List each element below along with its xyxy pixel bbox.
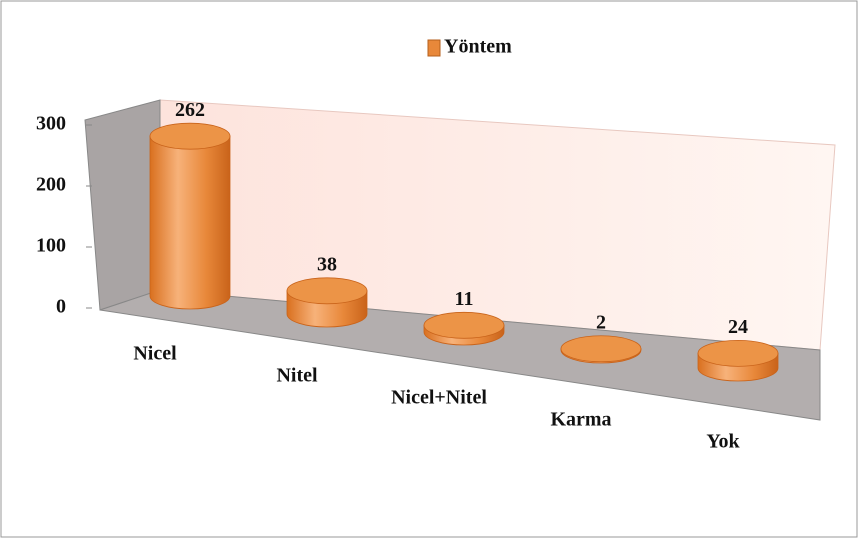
x-tick-label: Nitel [276, 365, 318, 387]
bar-top [697, 339, 779, 367]
bar [560, 335, 642, 364]
y-tick-label: 200 [36, 174, 66, 196]
x-tick-label: Nicel+Nitel [391, 387, 487, 409]
x-tick-label: Karma [550, 409, 611, 431]
y-tick-label: 300 [36, 113, 66, 135]
bar [423, 311, 505, 346]
bar [286, 277, 368, 328]
bar [697, 339, 779, 382]
bar-top [560, 335, 642, 363]
value-label: 11 [455, 288, 474, 310]
x-tick-label: Nicel [133, 343, 177, 365]
value-label: 2 [596, 311, 606, 333]
bar-body [149, 135, 231, 310]
y-tick-label: 100 [36, 235, 66, 257]
y-tick-label: 0 [56, 296, 66, 318]
value-label: 24 [728, 316, 748, 338]
legend-swatch [427, 39, 441, 57]
bar-top [149, 122, 231, 150]
value-label: 38 [317, 253, 337, 275]
bar-top [286, 277, 368, 305]
legend-label: Yöntem [444, 36, 512, 58]
value-label: 262 [175, 99, 205, 121]
bar-top [423, 311, 505, 339]
bar [149, 122, 231, 310]
x-tick-label: Yok [706, 431, 740, 453]
floor [99, 289, 821, 421]
